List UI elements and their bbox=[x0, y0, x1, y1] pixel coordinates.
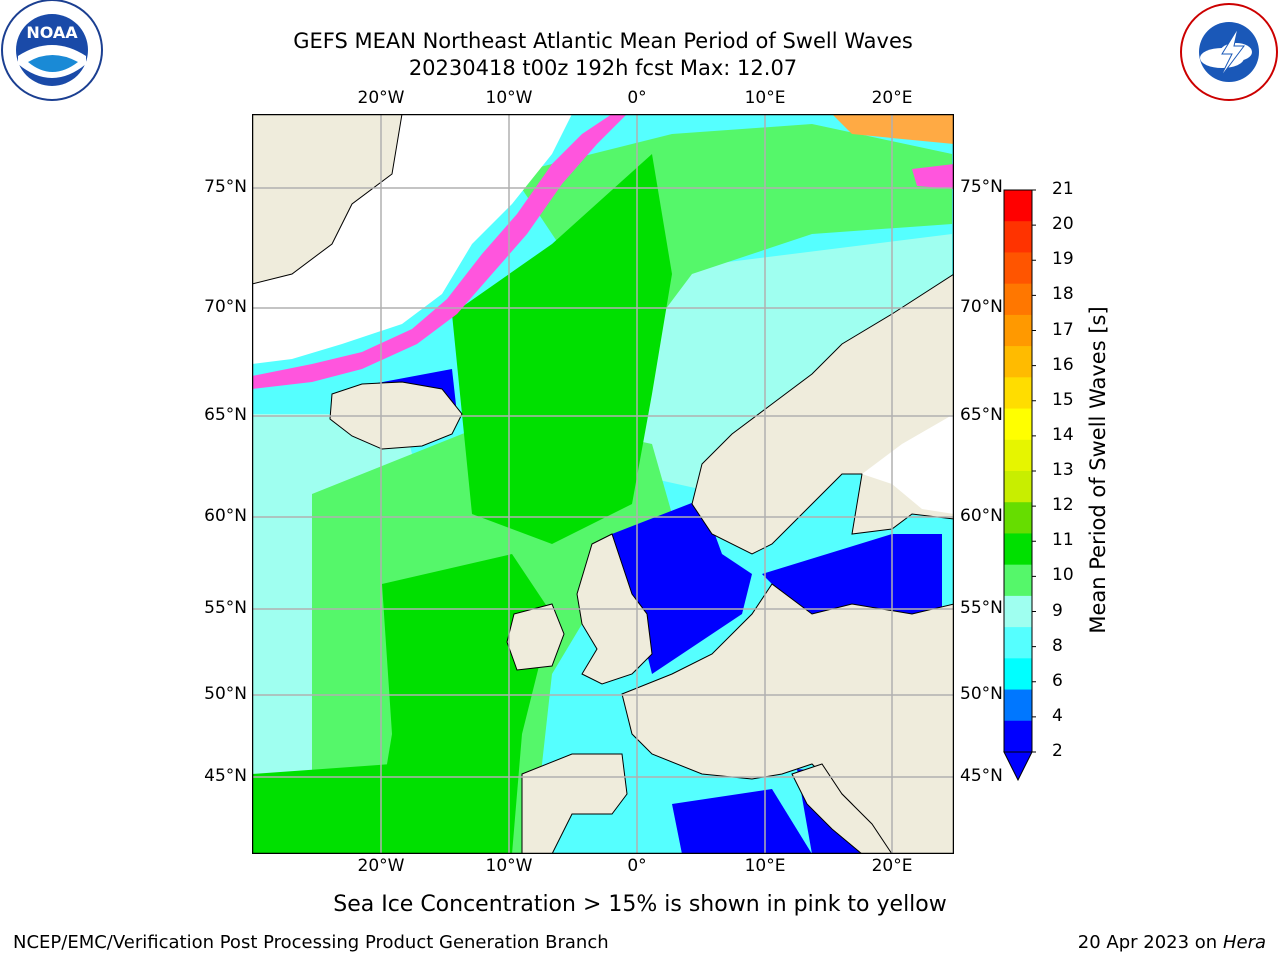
noaa-logo-text: NOAA bbox=[26, 23, 78, 42]
noaa-logo-icon: NOAA bbox=[1, 0, 103, 101]
europe-land bbox=[621, 583, 954, 854]
footer-credit: NCEP/EMC/Verification Post Processing Pr… bbox=[13, 932, 609, 953]
graticule bbox=[252, 114, 954, 854]
ocean-field-blue bbox=[672, 789, 812, 854]
ocean-field-green bbox=[372, 554, 552, 854]
lat-label-right: 45°N bbox=[960, 766, 1003, 786]
greenland-land bbox=[252, 114, 403, 285]
colorbar-segment bbox=[1004, 658, 1032, 691]
lat-label-right: 50°N bbox=[960, 684, 1003, 704]
colorbar-segment bbox=[1004, 283, 1032, 316]
iberia-land bbox=[521, 753, 628, 854]
colorbar bbox=[1003, 189, 1036, 782]
colorbar-tick-label: 16 bbox=[1052, 354, 1074, 375]
colorbar-tick-label: 18 bbox=[1052, 284, 1074, 305]
lat-label-left: 55°N bbox=[204, 598, 247, 618]
lat-label-right: 70°N bbox=[960, 297, 1003, 317]
lat-label-right: 55°N bbox=[960, 598, 1003, 618]
colorbar-segment bbox=[1004, 502, 1032, 534]
lat-label-right: 60°N bbox=[960, 506, 1003, 526]
lon-label-bottom: 10°E bbox=[744, 856, 786, 876]
colorbar-segment bbox=[1004, 595, 1032, 628]
colorbar-tick-label: 9 bbox=[1052, 600, 1063, 621]
footer-date: 20 Apr 2023 on Hera bbox=[1078, 932, 1266, 953]
colorbar-tick-label: 20 bbox=[1052, 214, 1074, 235]
map-panel bbox=[252, 114, 954, 854]
ireland-land bbox=[506, 603, 565, 671]
lat-label-left: 75°N bbox=[204, 177, 247, 197]
lon-label-top: 0° bbox=[627, 88, 647, 108]
sea-ice-edge bbox=[832, 114, 954, 144]
sea-ice-edge bbox=[252, 114, 627, 389]
colorbar-tick-label: 19 bbox=[1052, 249, 1074, 270]
colorbar-segment bbox=[1004, 439, 1032, 472]
chart-subtitle: 20230418 t00z 192h fcst Max: 12.07 bbox=[408, 56, 798, 80]
nws-logo bbox=[1178, 2, 1280, 102]
colorbar-label: Mean Period of Swell Waves [s] bbox=[1086, 306, 1110, 634]
colorbar-segment bbox=[1004, 408, 1032, 441]
colorbar-tick-label: 8 bbox=[1052, 635, 1063, 656]
colorbar-segment bbox=[1004, 627, 1032, 659]
ocean-field-blue bbox=[762, 534, 942, 624]
colorbar-segment bbox=[1004, 314, 1032, 347]
ocean-field-green bbox=[252, 764, 402, 854]
colorbar-segment bbox=[1004, 190, 1032, 222]
colorbar-tick-label: 12 bbox=[1052, 495, 1074, 516]
nws-logo-icon bbox=[1180, 3, 1278, 101]
colorbar-extend-arrow bbox=[1003, 751, 1033, 782]
colorbar-segment bbox=[1004, 221, 1032, 253]
ocean-field-green bbox=[452, 154, 672, 544]
lat-label-right: 75°N bbox=[960, 177, 1003, 197]
colorbar-segment bbox=[1004, 471, 1032, 503]
colorbar-segment bbox=[1004, 377, 1032, 410]
lat-label-left: 60°N bbox=[204, 506, 247, 526]
lon-label-top: 10°E bbox=[744, 88, 786, 108]
lon-label-bottom: 20°E bbox=[871, 856, 913, 876]
lon-label-bottom: 20°W bbox=[357, 856, 405, 876]
colorbar-tick-label: 4 bbox=[1052, 705, 1063, 726]
lat-label-left: 65°N bbox=[204, 405, 247, 425]
chart-title: GEFS MEAN Northeast Atlantic Mean Period… bbox=[293, 29, 913, 53]
colorbar-tick-label: 13 bbox=[1052, 460, 1074, 480]
colorbar-tick-label: 15 bbox=[1052, 389, 1074, 410]
map-frame bbox=[252, 114, 954, 854]
lon-label-bottom: 0° bbox=[627, 856, 647, 876]
lon-label-top: 20°W bbox=[357, 88, 405, 108]
lon-label-bottom: 10°W bbox=[485, 856, 533, 876]
colorbar-segment bbox=[1004, 564, 1032, 597]
colorbar-segment bbox=[1004, 252, 1032, 285]
colorbar-segment bbox=[1004, 689, 1032, 722]
colorbar-tick-label: 21 bbox=[1052, 179, 1074, 199]
sea-ice-caption: Sea Ice Concentration > 15% is shown in … bbox=[333, 892, 947, 917]
footer-date-text: 20 Apr 2023 on bbox=[1077, 932, 1223, 953]
colorbar-segment bbox=[1004, 720, 1032, 753]
colorbar-segment bbox=[1004, 346, 1032, 378]
colorbar-tick-label: 10 bbox=[1052, 565, 1074, 586]
noaa-logo: NOAA bbox=[0, 0, 104, 104]
gulf-of-bothnia-ice bbox=[862, 414, 954, 514]
lon-label-top: 10°W bbox=[485, 88, 533, 108]
lat-label-right: 65°N bbox=[960, 405, 1003, 425]
colorbar-tick-label: 6 bbox=[1052, 670, 1063, 691]
footer-host: Hera bbox=[1222, 932, 1266, 953]
colorbar-tick-label: 14 bbox=[1052, 424, 1074, 445]
colorbar-tick-label: 2 bbox=[1052, 741, 1063, 761]
sea-ice-edge bbox=[912, 164, 954, 189]
lat-label-left: 70°N bbox=[204, 297, 247, 317]
lat-label-left: 45°N bbox=[204, 766, 247, 786]
italy-land bbox=[791, 763, 893, 854]
colorbar-segment bbox=[1004, 533, 1032, 566]
lon-label-top: 20°E bbox=[871, 88, 913, 108]
colorbar-tick-label: 11 bbox=[1052, 530, 1074, 551]
scandinavia-land bbox=[691, 273, 954, 555]
colorbar-tick-label: 17 bbox=[1052, 319, 1074, 340]
lat-label-left: 50°N bbox=[204, 684, 247, 704]
